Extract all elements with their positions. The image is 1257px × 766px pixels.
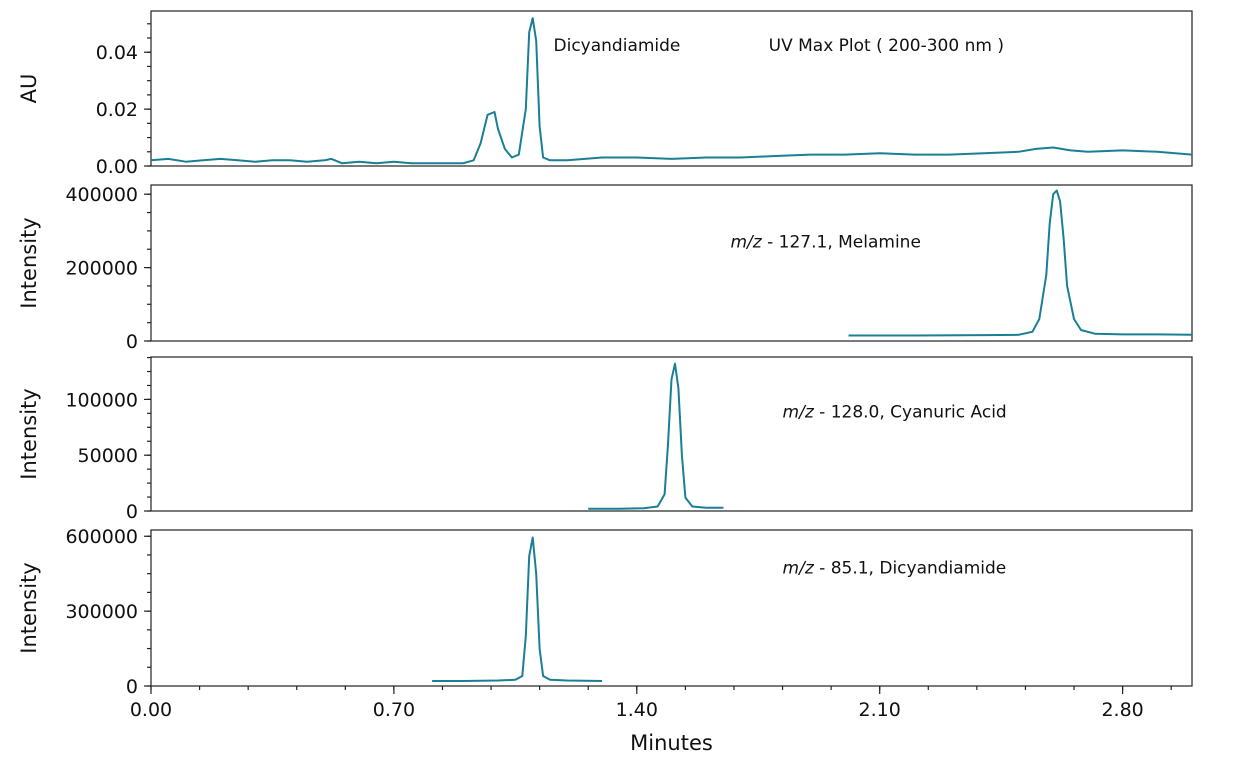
plot-frame: [150, 184, 1193, 342]
x-axis-title: Minutes: [630, 731, 713, 755]
y-tick-label: 0: [126, 501, 138, 523]
panel-1: 0.00 0.02 0.04 AU Dicyandiamide UV Max Plot (…: [17, 10, 1193, 178]
x-tick-label: 0.70: [373, 699, 415, 721]
y-tick-label: 400000: [65, 184, 138, 206]
y-tick-label: 600000: [65, 526, 138, 548]
annotation-text-part: - 128.0, Cyanuric Acid: [814, 402, 1007, 422]
y-tick-label: 0.04: [96, 42, 138, 64]
x-axis: 0.00 0.70 1.40 2.10 2.80 Minutes: [130, 686, 1172, 755]
plot-frame: [150, 10, 1193, 167]
series-trace: [588, 362, 724, 510]
annotation-text-part: - 85.1, Dicyandiamide: [814, 559, 1006, 579]
annotation-italic-part: m/z: [783, 559, 815, 579]
y-tick-label: 0.00: [96, 156, 138, 178]
panel-2: 0 200000 400000 Intensity m/z - 127.1, Melam…: [17, 184, 1193, 353]
plot-frame: [150, 356, 1193, 512]
y-tick-label: 0: [126, 331, 138, 353]
y-tick-label: 300000: [65, 601, 138, 623]
y-axis-title: Intensity: [17, 217, 41, 308]
annotation-italic-part: m/z: [783, 402, 815, 422]
x-tick-label: 2.10: [859, 699, 901, 721]
panel-annotation: UV Max Plot ( 200-300 nm ): [769, 36, 1004, 56]
annotation-text-part: - 127.1, Melamine: [762, 232, 921, 252]
y-axis-title: Intensity: [17, 562, 41, 653]
panel-annotation: Dicyandiamide: [554, 36, 681, 56]
annotation-italic-part: m/z: [730, 232, 762, 252]
series-trace: [848, 189, 1193, 337]
y-tick-label: 200000: [65, 258, 138, 280]
series-trace: [432, 536, 603, 682]
panel-3: 0 50000 100000 Intensity m/z - 128.0, Cyanur…: [17, 356, 1193, 523]
y-tick-label: 0: [126, 676, 138, 698]
plot-frame: [150, 529, 1193, 687]
y-axis-title: Intensity: [17, 388, 41, 479]
panel-4: 0 300000 600000 Intensity m/z - 85.1, Dicyan…: [17, 526, 1193, 698]
y-tick-label: 50000: [78, 445, 138, 467]
y-tick-label: 0.02: [96, 99, 138, 121]
y-axis-title: AU: [17, 74, 41, 104]
panel-annotation: m/z - 127.1, Melamine: [730, 232, 920, 252]
panel-annotation: m/z - 85.1, Dicyandiamide: [783, 559, 1007, 579]
panel-annotation: m/z - 128.0, Cyanuric Acid: [783, 402, 1007, 422]
series-trace: [150, 17, 1193, 165]
x-tick-label: 2.80: [1101, 699, 1143, 721]
x-tick-label: 1.40: [616, 699, 658, 721]
y-tick-label: 100000: [65, 389, 138, 411]
x-tick-label: 0.00: [130, 699, 172, 721]
